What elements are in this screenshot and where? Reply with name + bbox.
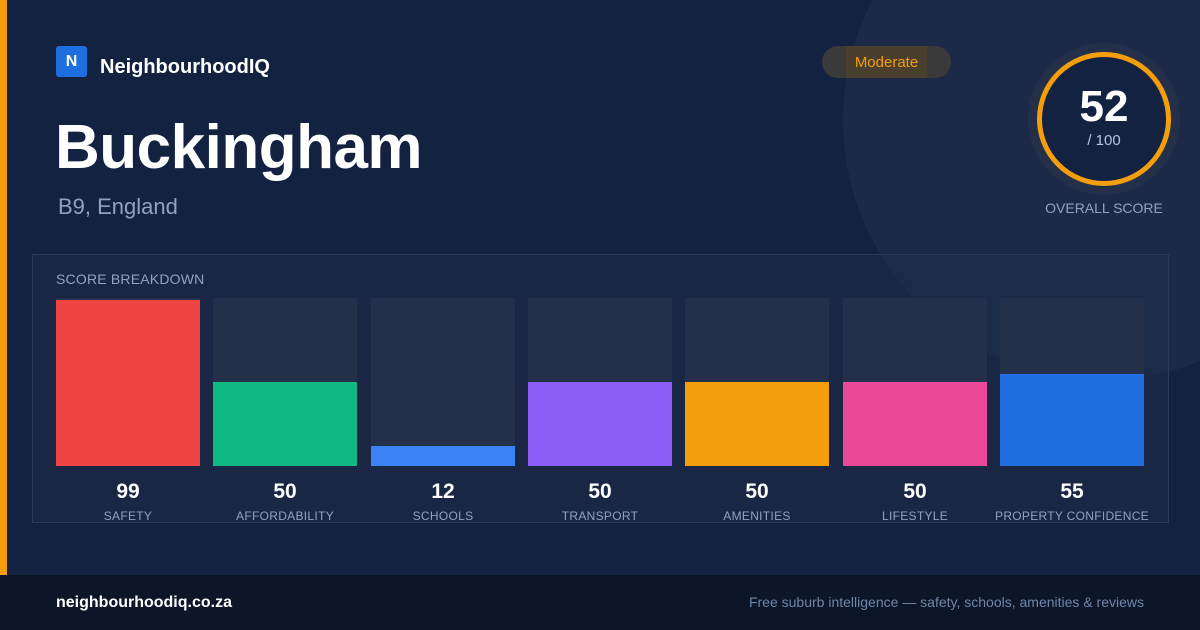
score-bar-track bbox=[371, 298, 515, 466]
score-bar-track bbox=[528, 298, 672, 466]
score-bar-track bbox=[1000, 298, 1144, 466]
overall-score-max: / 100 bbox=[1087, 132, 1121, 149]
overall-score-caption: OVERALL SCORE bbox=[1045, 200, 1163, 216]
score-bar-label: SCHOOLS bbox=[412, 509, 474, 523]
place-subtitle: B9, England bbox=[58, 194, 178, 219]
score-bar-value: 50 bbox=[588, 480, 612, 503]
score-bar-fill bbox=[213, 382, 357, 466]
score-bar-fill bbox=[843, 382, 987, 466]
accent-bar bbox=[0, 0, 7, 575]
score-bar-fill bbox=[56, 300, 200, 466]
score-bar-label: SAFETY bbox=[103, 509, 153, 523]
score-bar-label: TRANSPORT bbox=[561, 509, 639, 523]
score-bar-track bbox=[213, 298, 357, 466]
rating-badge: Moderate bbox=[822, 46, 951, 78]
rating-badge-highlight bbox=[846, 46, 927, 78]
score-bar-fill bbox=[371, 446, 515, 466]
overall-score-value: 52 bbox=[1079, 82, 1129, 131]
footer-site-link[interactable]: neighbourhoodiq.co.za bbox=[56, 594, 232, 611]
brand-logo: N bbox=[56, 46, 87, 77]
score-breakdown-title: SCORE BREAKDOWN bbox=[56, 271, 205, 287]
score-bar-value: 50 bbox=[745, 480, 769, 503]
score-bar-fill bbox=[1000, 374, 1144, 466]
brand-name: NeighbourhoodIQ bbox=[100, 56, 270, 78]
score-bar-label: AFFORDABILITY bbox=[236, 509, 334, 523]
place-name: Buckingham bbox=[55, 113, 423, 182]
rating-label: Moderate bbox=[854, 53, 919, 71]
score-bar-label: PROPERTY CONFIDENCE bbox=[995, 509, 1149, 523]
score-bar-label: AMENITIES bbox=[723, 509, 791, 523]
score-bar-fill bbox=[685, 382, 829, 466]
score-bar-track bbox=[685, 298, 829, 466]
score-bar-value: 55 bbox=[1060, 480, 1084, 503]
score-bar-value: 12 bbox=[431, 480, 455, 503]
score-bar-value: 50 bbox=[273, 480, 297, 503]
score-ring bbox=[1037, 52, 1171, 186]
score-bar-label: LIFESTYLE bbox=[881, 509, 949, 523]
score-bar-value: 99 bbox=[116, 480, 140, 503]
footer-tagline: Free suburb intelligence — safety, schoo… bbox=[748, 594, 1144, 610]
footer bbox=[0, 575, 1200, 630]
score-bar-fill bbox=[528, 382, 672, 466]
score-bar-track bbox=[843, 298, 987, 466]
score-bar-value: 50 bbox=[903, 480, 927, 503]
score-bar-track bbox=[56, 298, 200, 466]
